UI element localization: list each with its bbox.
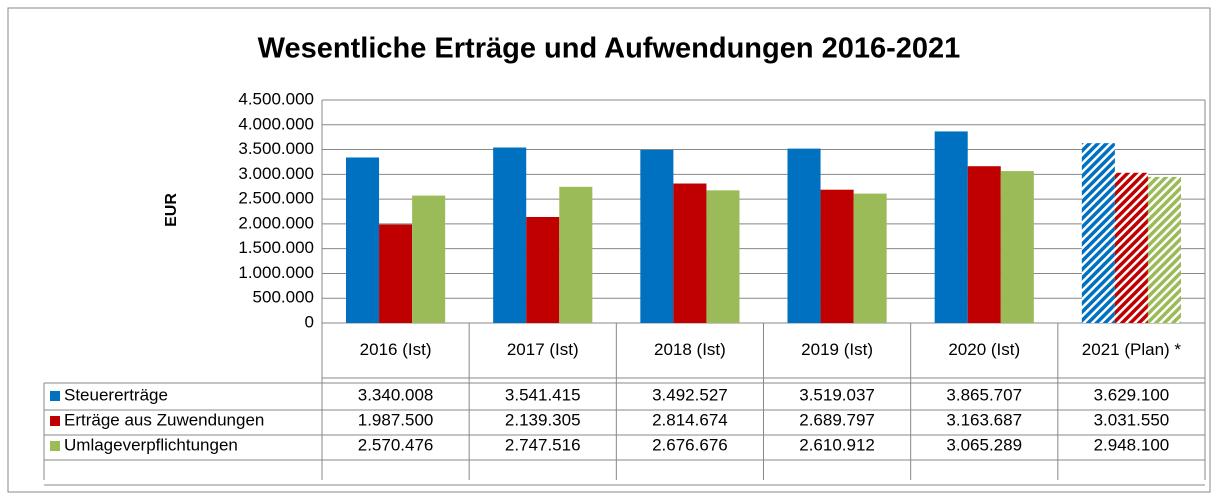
y-tick-label: 4.500.000 (238, 89, 314, 108)
bar (1114, 172, 1148, 323)
y-tick-label: 4.000.000 (238, 114, 314, 133)
table-value: 3.492.527 (652, 385, 728, 404)
y-tick-label: 0 (305, 312, 314, 331)
table-value: 2.747.516 (505, 435, 581, 454)
table-value: 3.865.707 (946, 385, 1022, 404)
bar (1000, 171, 1034, 323)
bar (640, 149, 674, 323)
bar (820, 189, 854, 323)
table-value: 3.065.289 (946, 435, 1022, 454)
table-value: 3.519.037 (799, 385, 875, 404)
table-value: 2.948.100 (1094, 435, 1170, 454)
table-value: 2.689.797 (799, 410, 875, 429)
x-tick-label: 2018 (Ist) (654, 340, 726, 359)
y-tick-label: 3.500.000 (238, 139, 314, 158)
bar (706, 190, 740, 323)
legend-swatch (50, 441, 60, 451)
bar (1081, 143, 1115, 323)
legend-label: Erträge aus Zuwendungen (64, 410, 264, 429)
y-tick-label: 1.500.000 (238, 238, 314, 257)
bar (526, 216, 560, 323)
y-tick-label: 3.000.000 (238, 164, 314, 183)
table-value: 3.340.008 (358, 385, 434, 404)
legend-swatch (50, 416, 60, 426)
table-value: 2.676.676 (652, 435, 728, 454)
table-value: 2.570.476 (358, 435, 434, 454)
table-value: 2.814.674 (652, 410, 728, 429)
bar (346, 157, 380, 323)
x-tick-label: 2017 (Ist) (507, 340, 579, 359)
bar (559, 186, 593, 323)
y-tick-label: 1.000.000 (238, 263, 314, 282)
y-tick-label: 2.500.000 (238, 189, 314, 208)
table-value: 3.163.687 (946, 410, 1022, 429)
table-value: 3.629.100 (1094, 385, 1170, 404)
bar (787, 148, 821, 323)
table-value: 2.139.305 (505, 410, 581, 429)
bar (412, 195, 446, 323)
y-axis-label: EUR (163, 193, 180, 227)
x-tick-label: 2020 (Ist) (948, 340, 1020, 359)
table-value: 2.610.912 (799, 435, 875, 454)
legend-swatch (50, 391, 60, 401)
bar (853, 193, 887, 323)
bar (379, 224, 413, 323)
y-tick-label: 500.000 (253, 288, 314, 307)
table-value: 1.987.500 (358, 410, 434, 429)
x-tick-label: 2016 (Ist) (360, 340, 432, 359)
x-tick-label: 2021 (Plan) * (1082, 340, 1182, 359)
bar (493, 147, 527, 323)
legend-label: Umlageverpflichtungen (64, 435, 238, 454)
bar (1147, 176, 1181, 323)
bar (673, 183, 707, 323)
legend-label: Steuererträge (64, 385, 168, 404)
y-tick-label: 2.000.000 (238, 213, 314, 232)
table-value: 3.541.415 (505, 385, 581, 404)
chart-title: Wesentliche Erträge und Aufwendungen 201… (258, 33, 961, 65)
x-tick-label: 2019 (Ist) (801, 340, 873, 359)
bar (934, 131, 968, 323)
table-value: 3.031.550 (1094, 410, 1170, 429)
bar (967, 166, 1001, 323)
